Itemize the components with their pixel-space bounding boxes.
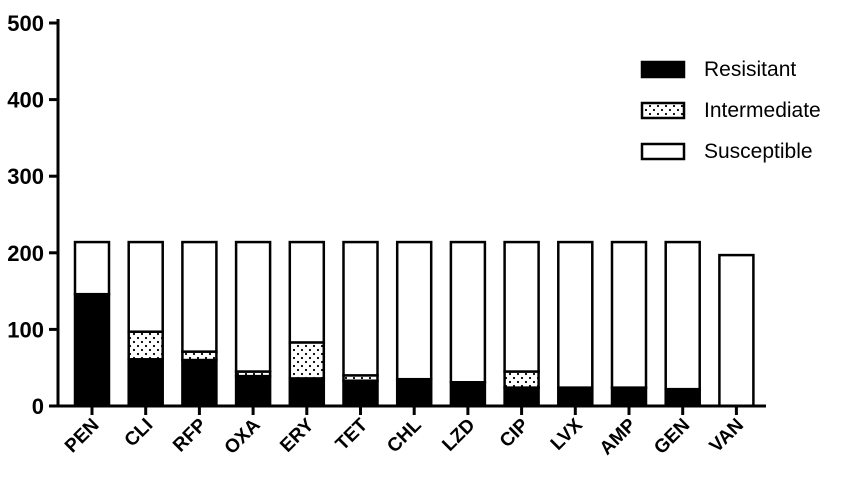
bar-group-gen xyxy=(664,240,701,408)
bar-segment-oxa-susceptible xyxy=(234,240,272,373)
y-tick-label: 500 xyxy=(7,11,44,36)
x-tick-label: ERY xyxy=(276,414,318,456)
bar-segment-cli-intermediate xyxy=(127,330,164,361)
bar-segment-tet-susceptible xyxy=(342,240,379,377)
x-tick-label: TET xyxy=(332,414,373,455)
legend: Resisitant Intermediate Susceptible xyxy=(640,58,821,163)
bar-segment-rfp-intermediate xyxy=(181,350,218,362)
legend-swatch xyxy=(640,142,686,161)
y-tick-label: 0 xyxy=(32,394,44,419)
y-tick-label: 400 xyxy=(7,88,44,113)
bar-group-ery xyxy=(288,240,326,408)
bar-group-oxa xyxy=(234,240,272,408)
x-tick-label: GEN xyxy=(650,415,694,459)
bar-segment-ery-susceptible xyxy=(288,240,326,344)
bar-group-pen xyxy=(73,240,111,408)
bar-segment-tet-resisitant xyxy=(342,379,379,408)
bar-segment-cli-resisitant xyxy=(127,358,164,408)
bar-group-lvx xyxy=(557,240,594,408)
legend-swatch xyxy=(640,101,686,120)
x-tick-label: CHL xyxy=(383,414,426,457)
x-tick-label: CIP xyxy=(496,414,533,451)
bar-segment-rfp-resisitant xyxy=(181,358,218,408)
bar-segment-cip-resisitant xyxy=(503,386,540,408)
bar-group-chl xyxy=(395,240,433,408)
bar-segment-lzd-resisitant xyxy=(449,381,487,408)
x-tick-label: LVX xyxy=(547,414,587,454)
bar-group-rfp xyxy=(181,240,218,408)
legend-item-resisitant: Resisitant xyxy=(640,58,796,81)
bar-segment-chl-susceptible xyxy=(395,240,433,381)
x-tick-label: VAN xyxy=(706,415,748,457)
legend-swatch xyxy=(640,60,686,79)
bar-group-van xyxy=(718,253,755,408)
legend-label: Intermediate xyxy=(704,99,821,122)
bar-segment-rfp-susceptible xyxy=(181,240,218,353)
bar-group-amp xyxy=(610,240,648,408)
legend-item-intermediate: Intermediate xyxy=(640,99,821,122)
bar-segment-cip-intermediate xyxy=(503,370,540,389)
bar-segment-amp-resisitant xyxy=(610,386,648,408)
x-tick-label: LZD xyxy=(438,415,479,456)
bar-segment-cip-susceptible xyxy=(503,240,540,373)
bar-segment-amp-susceptible xyxy=(610,240,648,389)
bar-segment-lvx-susceptible xyxy=(557,240,594,389)
x-tick-label: OXA xyxy=(221,414,265,458)
legend-label: Susceptible xyxy=(704,140,813,163)
bar-segment-ery-resisitant xyxy=(288,377,326,408)
bars-layer xyxy=(73,240,755,408)
bar-segment-cli-susceptible xyxy=(127,240,164,333)
legend-item-susceptible: Susceptible xyxy=(640,140,813,163)
y-tick-label: 200 xyxy=(7,241,44,266)
x-tick-label: AMP xyxy=(596,414,641,459)
x-tick-label: CLI xyxy=(121,415,157,451)
legend-label: Resisitant xyxy=(704,58,796,81)
bar-segment-gen-resisitant xyxy=(664,387,701,408)
bar-group-cip xyxy=(503,240,540,408)
bar-segment-lzd-susceptible xyxy=(449,240,487,384)
bar-segment-oxa-resisitant xyxy=(234,374,272,408)
bar-segment-ery-intermediate xyxy=(288,341,326,380)
x-tick-label: PEN xyxy=(61,415,103,457)
axes-layer: PEN CLI RFP OXA ERY TET CHL LZD CIP LVX AMP GEN VAN 0… xyxy=(7,11,766,459)
bar-group-tet xyxy=(342,240,379,408)
bar-segment-gen-susceptible xyxy=(664,240,701,391)
bar-segment-lvx-resisitant xyxy=(557,386,594,408)
x-tick-label: RFP xyxy=(169,414,211,456)
bar-segment-chl-resisitant xyxy=(395,377,433,408)
y-tick-label: 300 xyxy=(7,164,44,189)
bar-group-lzd xyxy=(449,240,487,408)
bar-segment-pen-susceptible xyxy=(73,240,111,296)
y-tick-label: 100 xyxy=(7,317,44,342)
bar-group-cli xyxy=(127,240,164,408)
bar-segment-pen-resisitant xyxy=(73,292,111,408)
bar-segment-van-susceptible xyxy=(718,253,755,408)
